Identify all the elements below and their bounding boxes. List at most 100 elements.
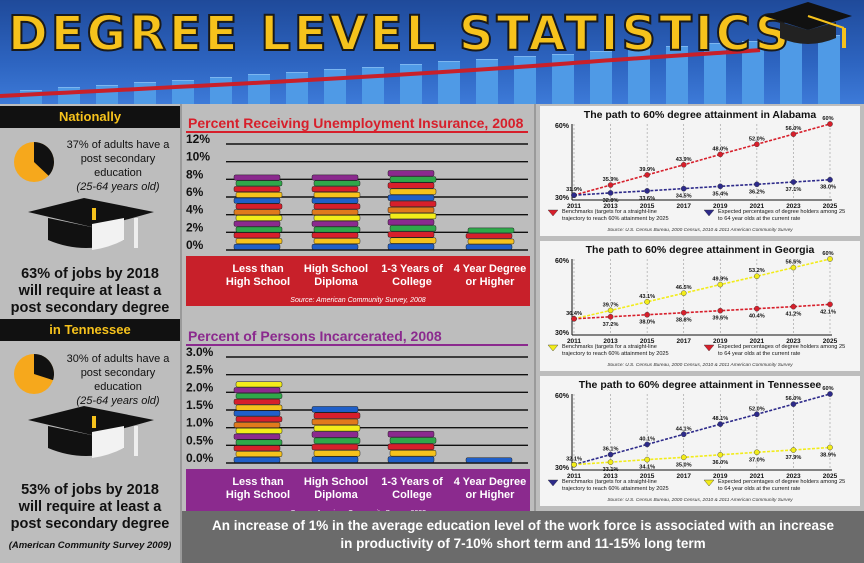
data-label: 32.1% bbox=[566, 457, 582, 463]
data-point bbox=[827, 391, 833, 397]
data-label: 56.0% bbox=[785, 126, 801, 132]
data-label: 38.8% bbox=[676, 318, 692, 324]
tick-label: 30% bbox=[555, 195, 570, 202]
tick-label: 2013 bbox=[603, 203, 618, 210]
data-label: 31.9% bbox=[566, 187, 582, 193]
data-label: 46.5% bbox=[676, 285, 692, 291]
data-point bbox=[790, 401, 797, 407]
chart-title: The path to 60% degree attainment in Ala… bbox=[584, 109, 817, 121]
data-label: 60% bbox=[822, 251, 833, 257]
tick-label: 3.0% bbox=[186, 345, 214, 359]
tick-label: 0.0% bbox=[186, 451, 214, 465]
tick-label: 2025 bbox=[823, 203, 838, 210]
chart-panel bbox=[540, 106, 860, 236]
tick-label: 2023 bbox=[786, 473, 801, 480]
series-line: 32.1% 36.1% 40.1% 44.1% 48.1% 52.0% 56.0% 60% bbox=[566, 386, 834, 468]
tick-label: 2011 bbox=[567, 473, 581, 480]
tick-label: 2011 bbox=[567, 338, 581, 345]
data-label: 35.9% bbox=[603, 177, 619, 183]
data-label: 37.2% bbox=[603, 322, 619, 328]
tick-label: 2021 bbox=[750, 338, 765, 345]
header-bar bbox=[704, 43, 726, 104]
tick-label: 2017 bbox=[676, 338, 691, 345]
tick-label: 6% bbox=[186, 185, 204, 199]
category-label: Less than bbox=[232, 263, 284, 275]
tick-label: 2011 bbox=[567, 203, 581, 210]
header-bar bbox=[552, 53, 574, 104]
tick-label: 10% bbox=[186, 150, 210, 164]
legend-marker bbox=[703, 479, 715, 487]
header-bar bbox=[666, 45, 688, 104]
data-point bbox=[827, 256, 833, 262]
category-label: or Higher bbox=[466, 276, 516, 288]
data-point bbox=[717, 307, 724, 314]
tennessee-source: (American Community Survey 2009) bbox=[8, 540, 172, 551]
tick-label: 60% bbox=[555, 258, 570, 265]
data-label: 37.0% bbox=[749, 457, 765, 463]
bar bbox=[465, 457, 513, 463]
line-chart: The path to 60% degree attainment in Geo… bbox=[540, 241, 860, 371]
legend-text: Benchmarks (targets for a straight-line bbox=[562, 209, 657, 215]
legend-text: Benchmarks (targets for a straight-line bbox=[562, 344, 657, 350]
category-label: 1-3 Years of bbox=[381, 476, 443, 488]
legend-text: trajectory to reach 60% attainment by 20… bbox=[562, 351, 669, 357]
data-point bbox=[754, 305, 760, 312]
pie-slice bbox=[34, 142, 54, 176]
tick-label: 2021 bbox=[750, 473, 765, 480]
left-column: Nationally 37% of adults have a post sec… bbox=[0, 104, 180, 563]
data-point bbox=[680, 454, 687, 461]
data-label: 53.2% bbox=[749, 268, 765, 274]
data-point bbox=[680, 309, 687, 316]
data-point bbox=[790, 264, 797, 271]
legend-text: to 64 year olds at the current rate bbox=[718, 486, 800, 492]
tick-label: 2.5% bbox=[186, 363, 214, 377]
tick-label: 2025 bbox=[823, 338, 838, 345]
data-point bbox=[644, 172, 650, 178]
data-label: 48.0% bbox=[712, 146, 728, 152]
tick-label: 4% bbox=[186, 203, 204, 217]
bar-chart: Percent Receiving Unemployment Insurance… bbox=[186, 115, 530, 306]
data-label: 56.0% bbox=[785, 396, 801, 402]
category-label: High School bbox=[226, 276, 290, 288]
data-label: 60% bbox=[822, 386, 833, 392]
data-point bbox=[607, 459, 614, 465]
legend-marker bbox=[547, 209, 559, 217]
nationally-banner: Nationally bbox=[0, 106, 180, 128]
data-point bbox=[717, 183, 724, 190]
category-label: or Higher bbox=[466, 489, 516, 501]
bar bbox=[233, 174, 283, 250]
header-banner: DEGREE LEVEL STATISTICS bbox=[0, 0, 864, 104]
data-label: 60% bbox=[822, 116, 833, 122]
data-label: 38.0% bbox=[820, 185, 836, 191]
tick-label: 2023 bbox=[786, 338, 801, 345]
data-label: 36.1% bbox=[603, 447, 619, 453]
data-point bbox=[827, 176, 833, 183]
tick-label: 2.0% bbox=[186, 380, 214, 394]
data-point bbox=[754, 411, 760, 418]
data-point bbox=[827, 444, 833, 451]
tick-label: 30% bbox=[555, 330, 570, 337]
data-point bbox=[754, 181, 760, 188]
legend-text: Expected percentages of degree holders a… bbox=[718, 479, 845, 485]
data-point bbox=[607, 182, 614, 188]
data-label: 38.0% bbox=[639, 320, 655, 326]
pie-slice bbox=[34, 354, 54, 381]
line-chart: The path to 60% degree attainment in Ala… bbox=[540, 106, 860, 236]
chart-source: Source: American Community Survey, 2008 bbox=[290, 297, 425, 304]
tick-label: 0.5% bbox=[186, 433, 214, 447]
data-point bbox=[827, 121, 833, 127]
bar bbox=[387, 430, 437, 463]
data-label: 43.9% bbox=[676, 157, 692, 163]
graduation-cap-icon bbox=[28, 406, 154, 458]
data-point bbox=[680, 161, 687, 168]
chart-source: Source: U.S. Census Bureau, 2000 Census,… bbox=[607, 362, 793, 368]
tick-label: 2021 bbox=[750, 203, 765, 210]
bar bbox=[233, 381, 283, 463]
data-point bbox=[790, 179, 797, 185]
tick-label: 1.0% bbox=[186, 416, 214, 430]
data-point bbox=[644, 441, 650, 448]
data-point bbox=[717, 281, 724, 288]
category-label: College bbox=[392, 489, 432, 501]
tennessee-stat: 30% of adults have a post secondary educ… bbox=[66, 353, 170, 407]
category-label: High School bbox=[304, 263, 368, 275]
